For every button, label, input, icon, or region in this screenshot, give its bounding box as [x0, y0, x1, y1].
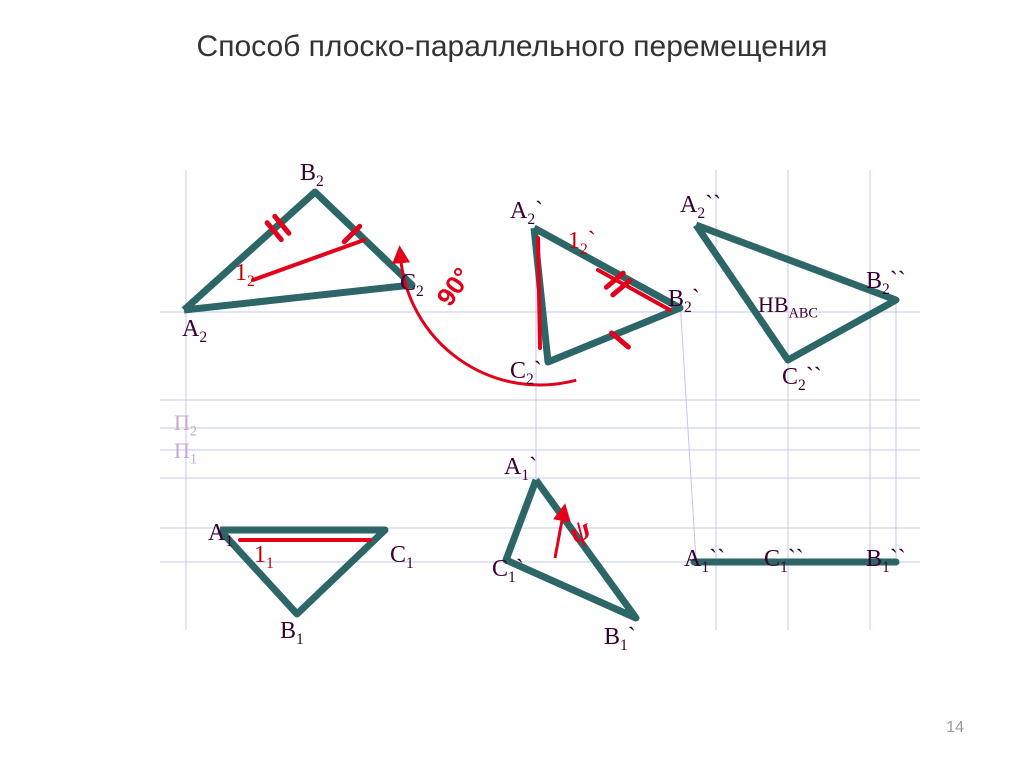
diagram-label: C1``	[764, 546, 804, 577]
diagram-label: A2`	[510, 198, 543, 229]
diagram-label: 12`	[568, 228, 596, 259]
diagram-label: A2``	[680, 192, 721, 223]
diagram-label: B1`	[604, 624, 636, 655]
diagram-label: П2	[174, 410, 197, 440]
diagram-label: C2``	[782, 364, 822, 395]
svg-text:ψ: ψ	[564, 512, 597, 551]
diagram-label: A1`	[504, 454, 537, 485]
diagram-label: A1	[208, 520, 233, 551]
diagram-label: B2`	[668, 286, 700, 317]
svg-text:90°: 90°	[430, 262, 477, 311]
diagram-label: 12	[235, 260, 255, 291]
diagram-label: C2`	[510, 358, 542, 389]
diagram-label: B2	[300, 160, 324, 191]
diagram-label: B1	[280, 618, 304, 649]
diagram-label: A2	[182, 316, 207, 347]
diagram-label: B2``	[866, 268, 906, 299]
diagram-label: B1``	[866, 546, 906, 577]
diagram-label: A1``	[684, 546, 725, 577]
diagram-label: HBABC	[758, 292, 818, 322]
diagram-label: C1`	[492, 556, 524, 587]
diagram-label: C1	[390, 542, 414, 573]
diagram-label: П1	[174, 438, 197, 468]
diagram-label: 11	[254, 542, 274, 573]
diagram-label: C2	[400, 270, 424, 301]
